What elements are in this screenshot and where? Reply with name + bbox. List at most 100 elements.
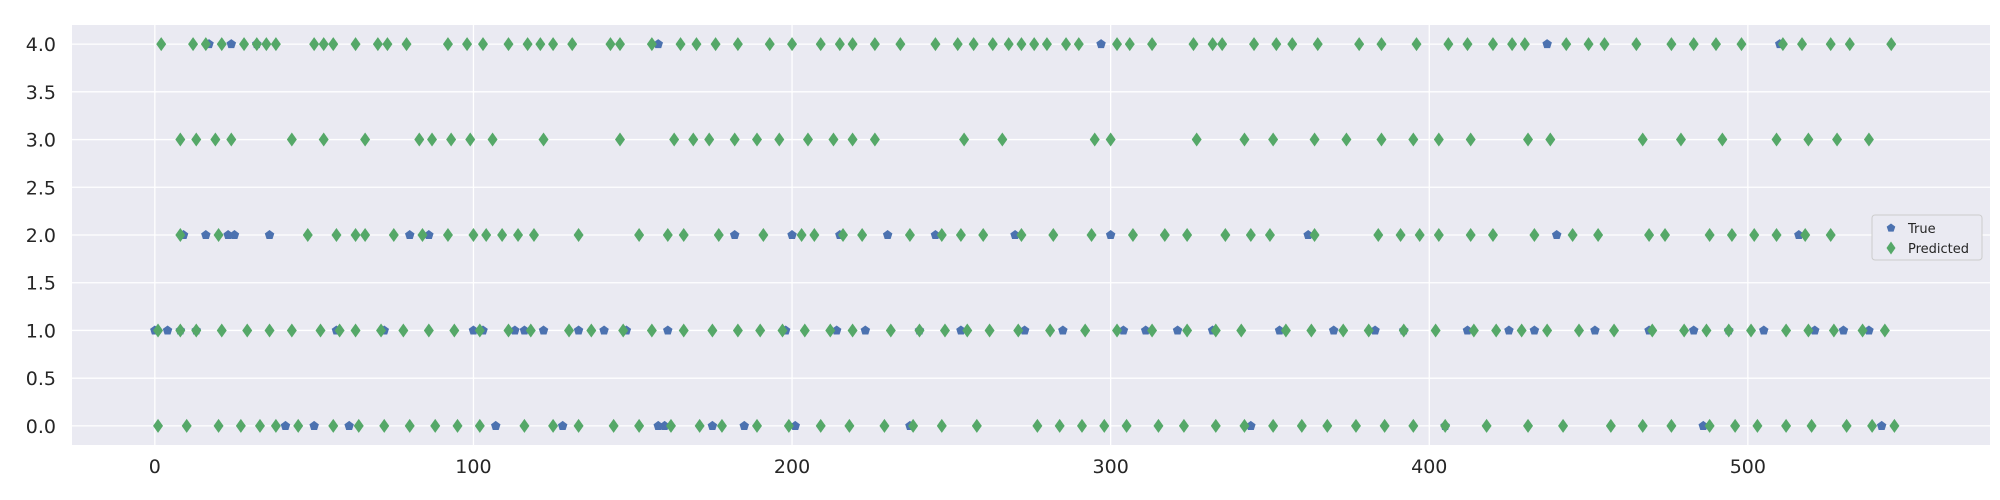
predicted-point (847, 132, 858, 147)
predicted-point (774, 132, 785, 147)
predicted-point (251, 37, 262, 52)
predicted-point (503, 323, 514, 338)
y-tick-label: 2.0 (26, 225, 56, 247)
predicted-point (1516, 323, 1527, 338)
y-axis-ticks: 0.0 0.5 1.0 1.5 2.0 2.5 3.0 3.5 4.0 (26, 34, 56, 438)
true-point (1303, 230, 1313, 239)
predicted-point (1491, 323, 1502, 338)
predicted-point (646, 323, 657, 338)
predicted-point (1481, 418, 1492, 433)
predicted-point (188, 37, 199, 52)
predicted-point (634, 418, 645, 433)
predicted-point (1054, 418, 1065, 433)
predicted-point (987, 37, 998, 52)
legend-marker-true (1886, 223, 1896, 232)
predicted-point (334, 323, 345, 338)
predicted-point (156, 37, 167, 52)
predicted-point (1239, 132, 1250, 147)
predicted-point (895, 37, 906, 52)
predicted-point (1637, 132, 1648, 147)
predicted-point (1309, 228, 1320, 242)
predicted-point (200, 37, 211, 52)
predicted-point (716, 418, 727, 433)
predicted-point (1188, 37, 1199, 52)
predicted-point (442, 37, 453, 52)
predicted-point (430, 418, 441, 433)
predicted-point (1217, 37, 1228, 52)
predicted-point (1844, 37, 1855, 52)
predicted-point (713, 228, 724, 242)
predicted-point (1354, 37, 1365, 52)
predicted-point (1529, 228, 1540, 242)
predicted-point (1376, 37, 1387, 52)
y-tick-label: 4.0 (26, 34, 56, 56)
true-point (1118, 325, 1129, 335)
predicted-point (1182, 228, 1193, 242)
true-point (309, 420, 319, 430)
predicted-point (869, 37, 880, 52)
predicted-point (1637, 418, 1648, 433)
predicted-point (608, 418, 619, 433)
legend-label-true: True (1907, 222, 1936, 237)
predicted-point (462, 37, 473, 52)
predicted-point (1061, 37, 1072, 52)
predicted-point (1430, 323, 1441, 338)
predicted-point (1886, 37, 1897, 52)
predicted-point (1112, 323, 1123, 338)
predicted-point (487, 132, 498, 147)
predicted-point (1857, 323, 1868, 338)
predicted-point (809, 228, 820, 242)
true-point (1058, 325, 1068, 335)
true-point (1590, 325, 1600, 335)
predicted-point (388, 228, 399, 242)
predicted-point (1800, 228, 1811, 242)
predicted-point (1395, 228, 1406, 242)
y-tick-label: 3.0 (26, 130, 56, 152)
predicted-point (1408, 132, 1419, 147)
predicted-point (535, 37, 546, 52)
predicted-point (1867, 418, 1878, 433)
predicted-point (1121, 418, 1132, 433)
predicted-point (481, 228, 492, 242)
predicted-point (605, 37, 616, 52)
predicted-point (497, 228, 508, 242)
predicted-point (1465, 228, 1476, 242)
x-tick-label: 0 (149, 456, 161, 478)
predicted-point (1086, 228, 1097, 242)
predicted-point (1296, 418, 1307, 433)
predicted-point (1414, 228, 1425, 242)
predicted-point (235, 418, 246, 433)
true-point (1462, 325, 1473, 335)
true-point (1105, 230, 1116, 239)
true-point (280, 420, 291, 430)
predicted-point (1016, 228, 1027, 242)
predicted-point (1379, 418, 1390, 433)
predicted-point (1736, 37, 1747, 52)
predicted-point (1803, 132, 1814, 147)
true-point (1140, 325, 1151, 335)
predicted-point (1462, 37, 1473, 52)
true-point (1698, 420, 1708, 430)
predicted-point (962, 323, 973, 338)
predicted-point (1797, 37, 1808, 52)
predicted-point (1373, 228, 1384, 242)
true-point (1328, 325, 1339, 335)
true-point (1542, 39, 1552, 49)
predicted-point (1013, 323, 1024, 338)
true-point (424, 230, 434, 239)
predicted-point (519, 418, 530, 433)
y-tick-label: 2.5 (26, 177, 56, 199)
true-point (1096, 39, 1106, 49)
predicted-point (315, 323, 326, 338)
predicted-point (1207, 37, 1218, 52)
predicted-point (1644, 228, 1655, 242)
predicted-point (1210, 323, 1221, 338)
predicted-point (191, 132, 202, 147)
predicted-point (465, 132, 476, 147)
predicted-point (153, 418, 164, 433)
y-tick-label: 3.5 (26, 82, 56, 104)
legend-marker-predicted (1886, 241, 1896, 255)
predicted-point (1561, 37, 1572, 52)
predicted-point (1593, 228, 1604, 242)
true-point (956, 325, 966, 335)
